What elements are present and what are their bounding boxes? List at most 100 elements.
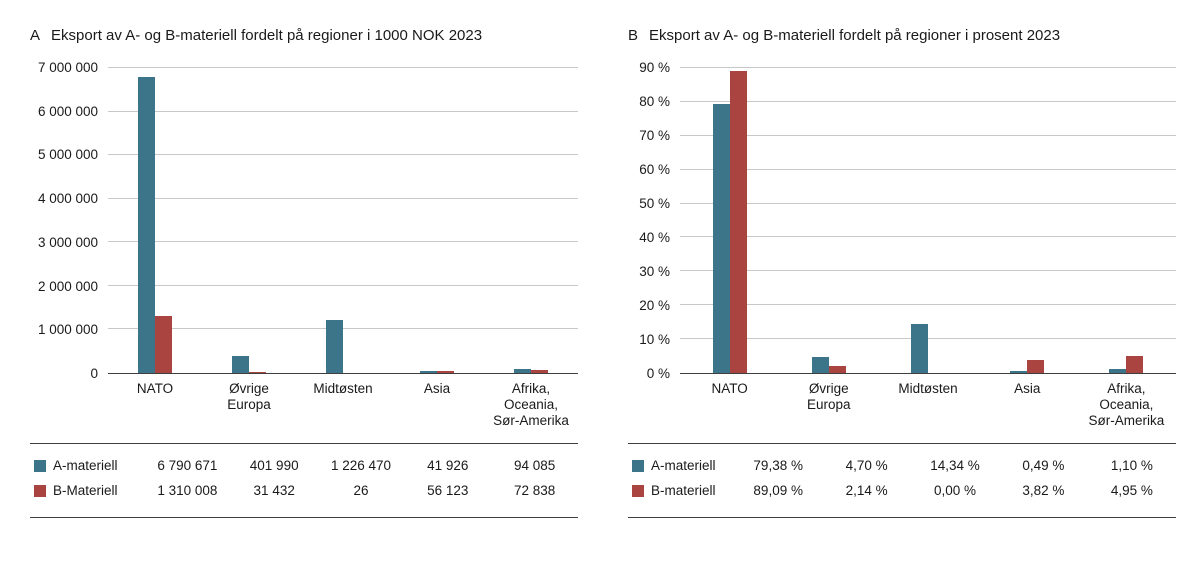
gridline [680,67,1176,68]
bar-group--vrige-europa [202,68,296,373]
gridline [680,100,1176,102]
plot-row: 0 % 10 % 20 % 30 % 40 % 50 % 60 % 70 % 80 % 90 % [628,61,1176,381]
legend-series-name: A-materiell [651,458,716,473]
chart-title: A Eksport av A- og B-materiell fordelt på… [30,26,578,46]
gridline [108,328,578,330]
bar-b-materiell [249,371,266,373]
y-tick-label: 40 % [639,230,670,246]
gridline [680,338,1176,340]
category-label: Midtøsten [898,381,958,396]
bar-a-materiell [232,355,249,373]
bar-a-materiell [1010,371,1028,373]
legend-value: 41 926 [427,458,469,473]
chart-panel-b: B Eksport av A- og B-materiell fordelt på… [600,0,1200,569]
y-tick-label: 60 % [639,162,670,178]
category-label: Øvrige Europa [807,381,851,412]
bar-group--vrige-europa [779,68,878,373]
bar-group-afrika-oceania-s-r-amerika [1077,68,1176,373]
chart-panel-a: A Eksport av A- og B-materiell fordelt på… [30,26,578,518]
y-tick-label: 10 % [639,332,670,348]
y-tick-label: 70 % [639,128,670,143]
gridline [108,67,578,68]
y-tick-label: 80 % [639,94,670,110]
category-label: Afrika, Oceania, Sør-Amerika [493,381,569,428]
gridline [680,202,1176,204]
legend-value: 1 226 470 [330,458,392,473]
chart-title: B Eksport av A- og B-materiell fordelt på… [628,26,1176,46]
legend-series-name: B-Materiell [53,483,118,498]
bar-b-materiell [1126,356,1144,373]
y-tick-label: 7 000 000 [37,60,98,75]
x-axis-labels: NATO Øvrige Europa Midtøsten Asia Afrika, Ocea… [680,381,1176,429]
legend-value: 0,00 % [934,483,977,498]
bar-b-materiell [155,315,172,373]
gridline [108,110,578,112]
y-tick-label: 30 % [639,264,670,280]
bar-a-materiell [811,357,829,373]
legend-value: 56 123 [427,483,469,498]
gridline [108,197,578,199]
legend-value: 2,14 % [845,483,888,498]
legend-value: 3,82 % [1022,483,1065,498]
bar-a-materiell [420,371,437,373]
bar-a-materiell [911,324,928,373]
y-tick-label: 3 000 000 [37,234,98,250]
chart-title-text: Eksport av A- og B-materiell fordelt på … [51,27,483,44]
legend-swatch-b-materiell [632,484,644,497]
plot-row: 0 1 000 000 2 000 000 3 000 000 4 000 000 5 0… [30,61,578,381]
legend-value: 89,09 % [753,483,803,498]
legend-value: 31 432 [253,483,295,498]
gridline [680,168,1176,170]
gridline [108,241,578,243]
bar-b-materiell [828,365,846,373]
y-axis-tick-labels: 0 % 10 % 20 % 30 % 40 % 50 % 60 % 70 % 80 % 90 % [628,61,680,381]
chart-letter: A [30,27,41,44]
bar-a-materiell [514,368,531,373]
bar-a-materiell [138,77,155,373]
y-tick-label: 4 000 000 [37,191,98,207]
legend-name-cell: B-Materiell [30,483,144,498]
legend-value: 26 [353,483,369,498]
y-tick-label: 50 % [639,196,670,211]
y-tick-label: 0 % [646,366,670,381]
gridline [108,284,578,286]
legend-value: 94 085 [513,458,556,473]
y-tick-label: 90 % [639,60,670,75]
y-tick-label: 6 000 000 [37,103,98,119]
category-label: Afrika, Oceania, Sør-Amerika [1088,381,1165,428]
y-tick-label: 0 [90,366,98,381]
legend-swatch-a-materiell [632,459,644,472]
category-label: Asia [1014,381,1041,396]
legend-value: 0,49 % [1022,458,1065,473]
bar-a-materiell [326,319,343,373]
gridline [108,154,578,156]
bar-group-midt-sten [878,68,977,373]
legend-value: 4,70 % [845,458,888,473]
bar-group-asia [978,68,1077,373]
y-axis-tick-labels: 0 1 000 000 2 000 000 3 000 000 4 000 000 5 0… [30,61,108,381]
chart-letter: B [628,27,639,44]
gridline [680,270,1176,272]
y-tick-label: 2 000 000 [37,278,98,294]
category-label: NATO [711,381,748,396]
bar-group-nato [108,68,202,373]
legend-value: 79,38 % [753,458,803,473]
category-label: Midtøsten [313,381,373,396]
chart-title-text: Eksport av A- og B-materiell fordelt på … [649,27,1061,44]
y-tick-label: 5 000 000 [37,147,98,163]
bar-group-midt-sten [296,68,390,373]
legend-row-b-materiell: B-Materiell 1 310 008 31 432 26 56 123 72 838 [30,478,578,503]
category-label: NATO [136,381,174,396]
legend-series-name: B-materiell [651,483,716,498]
legend-value: 1 310 008 [157,483,218,498]
legend-name-cell: A-materiell [628,458,734,473]
bar-b-materiell [437,370,454,373]
legend-row-a-materiell: A-materiell 79,38 % 4,70 % 14,34 % 0,49 % 1,1… [628,453,1176,478]
y-tick-label: 1 000 000 [37,322,98,338]
legend-value: 4,95 % [1110,483,1153,498]
category-label: Øvrige Europa [227,381,271,412]
bar-b-materiell [1027,360,1045,373]
legend-name-cell: B-materiell [628,483,734,498]
plot-area [680,67,1176,374]
